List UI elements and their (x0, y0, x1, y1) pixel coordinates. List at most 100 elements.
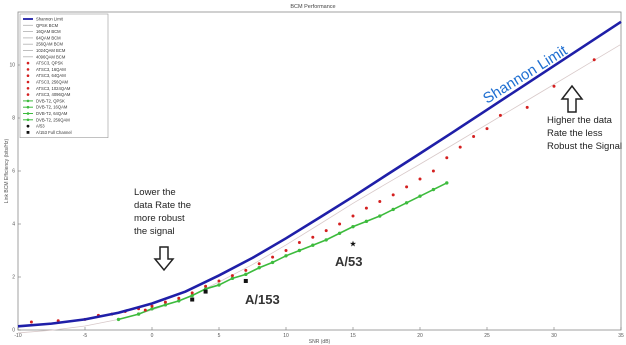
legend-label: ATSC3, 64QAM (36, 73, 66, 78)
legend-label: 1024QAM BCM (36, 48, 66, 53)
atsc3-point (29, 320, 33, 324)
dvb-t2-point (177, 299, 181, 303)
legend-swatch-dot (26, 68, 30, 71)
up-arrow-icon (560, 84, 584, 113)
a53-point (349, 240, 357, 247)
y-axis-title: Link BCM Efficiency (bits/Hz) (4, 138, 10, 203)
lower-rate-note-line3: more robust (134, 213, 185, 224)
dvb-t2-point (404, 201, 409, 205)
atsc3-point (472, 135, 476, 139)
legend-box (19, 13, 109, 138)
dvb-t2-point (136, 312, 141, 316)
legend-label: ATSC3, QPSK (36, 61, 63, 66)
atsc3-point (592, 58, 596, 62)
a153-label: A/153 (245, 292, 280, 307)
dvb-t2-point (150, 307, 154, 311)
atsc3-point (391, 193, 395, 197)
atsc3-point (552, 84, 556, 88)
dvb-t2-point (257, 266, 261, 270)
dvb-t2-point (391, 207, 395, 212)
dvb-t2-point (116, 317, 121, 322)
dvb-t2-point (337, 231, 342, 235)
x-tick-label: -10 (14, 333, 21, 339)
legend-swatch-dot (26, 87, 30, 90)
dvb-t2-point (364, 219, 369, 224)
atsc3-point (378, 199, 382, 203)
atsc3-point (204, 284, 208, 288)
down-arrow-icon (153, 246, 175, 272)
dvb-t2-point (217, 283, 221, 287)
legend-swatch-dot (26, 93, 30, 96)
dvb-t2-point (431, 187, 436, 192)
atsc3-point (525, 105, 529, 109)
y-tick-label: 4 (12, 222, 15, 228)
x-tick-label: 35 (618, 333, 624, 339)
dvb-t2-point (351, 224, 355, 229)
dvb-t2-point (445, 181, 449, 185)
legend-swatch-dot (26, 112, 30, 115)
legend-swatch-star (26, 124, 30, 128)
a153-point (190, 297, 195, 302)
dvb-t2-point (244, 272, 248, 277)
y-tick-label: 2 (12, 275, 15, 281)
atsc3-point (458, 145, 462, 149)
legend-swatch-dot (26, 99, 30, 103)
legend-swatch-dot (26, 74, 30, 77)
atsc3-point (230, 274, 234, 278)
chart-title: BCM Performance (290, 4, 335, 10)
series-layer (17, 20, 622, 334)
lower-rate-note-line4: the signal (134, 226, 175, 237)
legend-label: ATSC3, 4096QAM (36, 92, 71, 97)
legend-label: A/153 Full Channel (36, 130, 72, 135)
atsc3-point (498, 113, 502, 117)
axes: -10 -5 0 5 10 15 20 25 30 35 0 2 4 6 8 10 SNR (dB) Link B… (4, 11, 624, 345)
x-tick-label: 30 (551, 333, 557, 339)
atsc3-point (271, 255, 275, 259)
atsc3-point (177, 296, 181, 300)
atsc3-point (143, 308, 147, 312)
atsc3-point (284, 249, 288, 252)
dvb-t2-point (230, 276, 235, 281)
dvb-t2-point (270, 260, 275, 265)
legend-label: 4096QAM BCM (36, 54, 66, 59)
atsc3-point (324, 229, 328, 233)
a53-label: A/53 (335, 254, 362, 269)
shannon-limit-line (17, 20, 622, 328)
x-tick-label: 15 (350, 333, 356, 339)
legend-swatch-dot (26, 61, 30, 65)
dvb-t2-point (418, 194, 422, 198)
atsc3-point (431, 169, 435, 173)
legend-swatch-dot (26, 105, 30, 109)
higher-rate-note-line2: Rate the less (547, 128, 603, 139)
legend-label: ATSC3, 16QAM (36, 67, 66, 72)
legend-label: 16QAM BCM (36, 29, 61, 34)
atsc3-point (297, 241, 301, 245)
y-tick-label: 6 (12, 169, 15, 175)
dvb-t2-point (284, 254, 288, 258)
y-tick-label: 0 (12, 328, 15, 334)
atsc3-point (364, 206, 368, 210)
a153-point (203, 289, 208, 294)
legend-swatch-dot (26, 118, 30, 122)
atsc3-point (257, 262, 261, 266)
x-tick-label: 5 (218, 333, 221, 339)
dvb-t2-point (311, 243, 315, 247)
legend-label: ATSC3, 256QAM (36, 80, 69, 85)
atsc3-point (485, 127, 489, 131)
x-axis-title: SNR (dB) (309, 339, 331, 345)
legend-label: DVB-T2, 256QAM (36, 117, 70, 122)
atsc3-point (351, 214, 355, 218)
legend-label: ATSC3, 1024QAM (36, 86, 71, 91)
atsc3-point (217, 279, 221, 283)
x-tick-label: -5 (83, 333, 88, 339)
legend-label: A/53 (36, 124, 45, 129)
y-tick-label: 8 (12, 116, 15, 122)
x-tick-label: 0 (151, 333, 154, 339)
legend-label: Shannon Limit (36, 17, 64, 22)
legend-label: 64QAM BCM (36, 35, 61, 40)
y-tick-label: 10 (9, 63, 15, 69)
higher-rate-note-line3: Robust the Signal (547, 141, 622, 152)
x-tick-label: 10 (283, 333, 289, 339)
